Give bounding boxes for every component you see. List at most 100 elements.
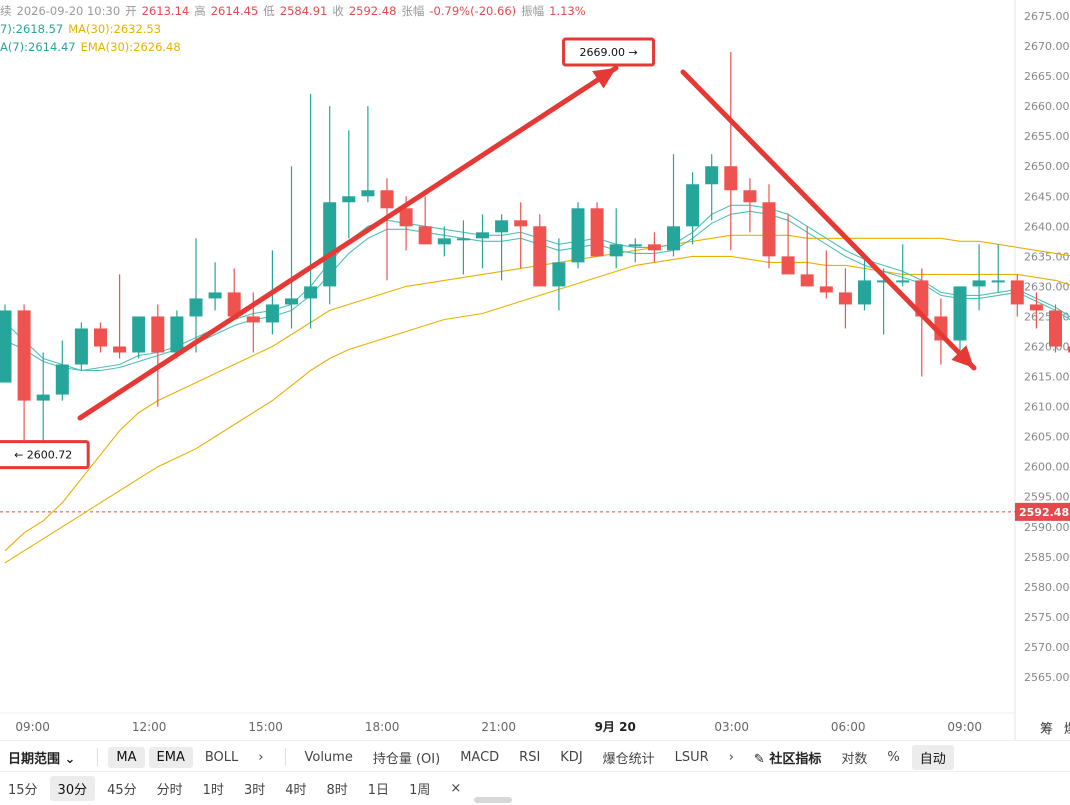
candle-up xyxy=(189,298,203,317)
y-tick-label: 2645.00 xyxy=(1024,190,1070,203)
y-tick-label: 2580.00 xyxy=(1024,581,1070,594)
percent-scale-toggle[interactable]: % xyxy=(887,749,900,765)
candle-down xyxy=(533,226,547,287)
x-tick-label: 03:00 xyxy=(714,720,749,734)
candle-up xyxy=(552,262,566,287)
interval-30m[interactable]: 30分 xyxy=(49,775,96,801)
candle-down xyxy=(819,286,833,293)
more-indicators-arrow-icon[interactable]: › xyxy=(728,749,734,765)
macd-indicator[interactable]: MACD xyxy=(460,749,500,765)
hdr1-item-13: 1.13% xyxy=(549,4,586,18)
community-indicators-button[interactable]: ✎ 社区指标 xyxy=(753,751,822,767)
hdr1-item-3: 2613.14 xyxy=(141,4,190,18)
x-tick-label: 18:00 xyxy=(365,720,400,734)
y-tick-label: 2670.00 xyxy=(1024,40,1070,53)
hdr3-item-0: A(7):2614.47 xyxy=(0,40,76,54)
y-tick-label: 2615.00 xyxy=(1024,371,1070,384)
boll-toggle[interactable]: BOLL xyxy=(204,749,239,765)
y-tick-label: 2575.00 xyxy=(1024,611,1070,624)
interval-timeshare[interactable]: 分时 xyxy=(156,782,183,798)
candle-down xyxy=(418,226,432,245)
y-tick-label: 2600.00 xyxy=(1024,461,1070,474)
ema-legend: A(7):2614.47 EMA(30):2626.48 xyxy=(0,40,186,54)
price-annotation-box xyxy=(0,440,90,470)
y-tick-label: 2610.00 xyxy=(1024,401,1070,414)
kdj-indicator[interactable]: KDJ xyxy=(560,749,583,765)
candle-up xyxy=(437,238,451,245)
y-tick-label: 2605.00 xyxy=(1024,431,1070,444)
y-tick-label: 2665.00 xyxy=(1024,70,1070,83)
x-tick-label: 06:00 xyxy=(831,720,866,734)
x-tick-label: 12:00 xyxy=(132,720,167,734)
log-scale-toggle[interactable]: 对数 xyxy=(841,751,868,767)
hdr1-item-7: 2584.91 xyxy=(279,4,328,18)
y-tick-label: 2630.00 xyxy=(1024,280,1070,293)
interval-1h[interactable]: 1时 xyxy=(202,782,224,798)
hdr1-item-4: 高 xyxy=(194,4,206,18)
candle-up xyxy=(858,280,871,305)
ma-toggle[interactable]: MA xyxy=(108,746,145,768)
y-tick-label: 2565.00 xyxy=(1024,671,1070,684)
x-tick-label: 09:00 xyxy=(947,720,982,734)
hdr1-item-10: 张幅 xyxy=(401,4,425,18)
auto-scale-toggle[interactable]: 自动 xyxy=(911,744,954,770)
candle-up xyxy=(972,280,986,287)
hdr3-item-1: EMA(30):2626.48 xyxy=(80,40,181,54)
interval-8h[interactable]: 8时 xyxy=(326,782,348,798)
ohlc-header: 续 2026-09-20 10:30 开 2613.14 高 2614.45 低 2584.9… xyxy=(0,3,591,19)
candle-up xyxy=(628,244,642,247)
candle-up xyxy=(361,190,375,197)
interval-3h[interactable]: 3时 xyxy=(243,782,266,798)
liquidation-indicator[interactable]: 爆仓统计 xyxy=(602,751,655,767)
oi-indicator[interactable]: 持仓量 (OI) xyxy=(372,751,441,767)
candlestick-chart[interactable]: 2565.00 2570.00 2575.00 2580.00 2585.00 2590.… xyxy=(0,0,1070,740)
y-tick-label: 2650.00 xyxy=(1024,160,1070,173)
candle-up xyxy=(285,298,298,305)
candle-down xyxy=(94,328,107,347)
price-annotation-label: 2669.00 → xyxy=(579,46,637,59)
more-overlays-arrow-icon[interactable]: › xyxy=(258,749,264,765)
candle-down xyxy=(647,244,661,251)
candle-down xyxy=(762,202,776,257)
candle-up xyxy=(456,238,470,241)
x-tick-label: 21:00 xyxy=(481,720,516,734)
candle-up xyxy=(323,202,337,287)
close-icon[interactable]: × xyxy=(450,780,462,796)
candle-up xyxy=(170,316,184,353)
candle-down xyxy=(113,346,127,353)
x-tick-label: 15:00 xyxy=(248,720,283,734)
hdr1-item-2: 开 xyxy=(125,4,137,18)
drag-handle[interactable] xyxy=(474,797,512,803)
y-tick-label: 2620.00 xyxy=(1024,341,1070,354)
hdr1-item-11: -0.79%(-20.66) xyxy=(429,4,517,18)
hdr1-item-5: 2614.45 xyxy=(210,4,259,18)
ma-legend: 7):2618.57 MA(30):2632.53 xyxy=(0,22,166,36)
candle-up xyxy=(571,208,585,263)
candle-up xyxy=(74,328,88,365)
current-price-tag xyxy=(1015,502,1070,521)
toolbar-divider xyxy=(285,748,287,766)
interval-1d[interactable]: 1日 xyxy=(367,782,390,798)
date-range-button[interactable]: 日期范围 ⌄ xyxy=(8,751,76,767)
candle-down xyxy=(781,256,795,275)
hdr2-item-1: MA(30):2632.53 xyxy=(68,22,162,36)
x-tick-label: 09:00 xyxy=(15,720,50,734)
y-tick-label: 2655.00 xyxy=(1024,130,1070,143)
interval-15m[interactable]: 15分 xyxy=(8,782,38,798)
ema-toggle[interactable]: EMA xyxy=(148,746,193,768)
interval-45m[interactable]: 45分 xyxy=(107,782,137,798)
rsi-indicator[interactable]: RSI xyxy=(519,749,541,765)
ma-7-line xyxy=(4,204,1070,372)
y-tick-label: 2640.00 xyxy=(1024,220,1070,233)
lsur-indicator[interactable]: LSUR xyxy=(674,749,709,765)
candle-up xyxy=(953,286,967,341)
volume-indicator[interactable]: Volume xyxy=(304,749,353,765)
hdr1-item-8: 收 xyxy=(332,4,344,18)
candle-down xyxy=(590,208,604,257)
indicator-toolbar: 日期范围 ⌄ MA EMA BOLL › Volume 持仓量 (OI) MACD RSI KDJ… xyxy=(0,740,1070,773)
y-tick-label: 2585.00 xyxy=(1024,551,1070,564)
interval-1w[interactable]: 1周 xyxy=(409,782,431,798)
price-annotation-box xyxy=(562,37,656,67)
candle-down xyxy=(838,292,852,305)
interval-4h[interactable]: 4时 xyxy=(285,782,307,798)
